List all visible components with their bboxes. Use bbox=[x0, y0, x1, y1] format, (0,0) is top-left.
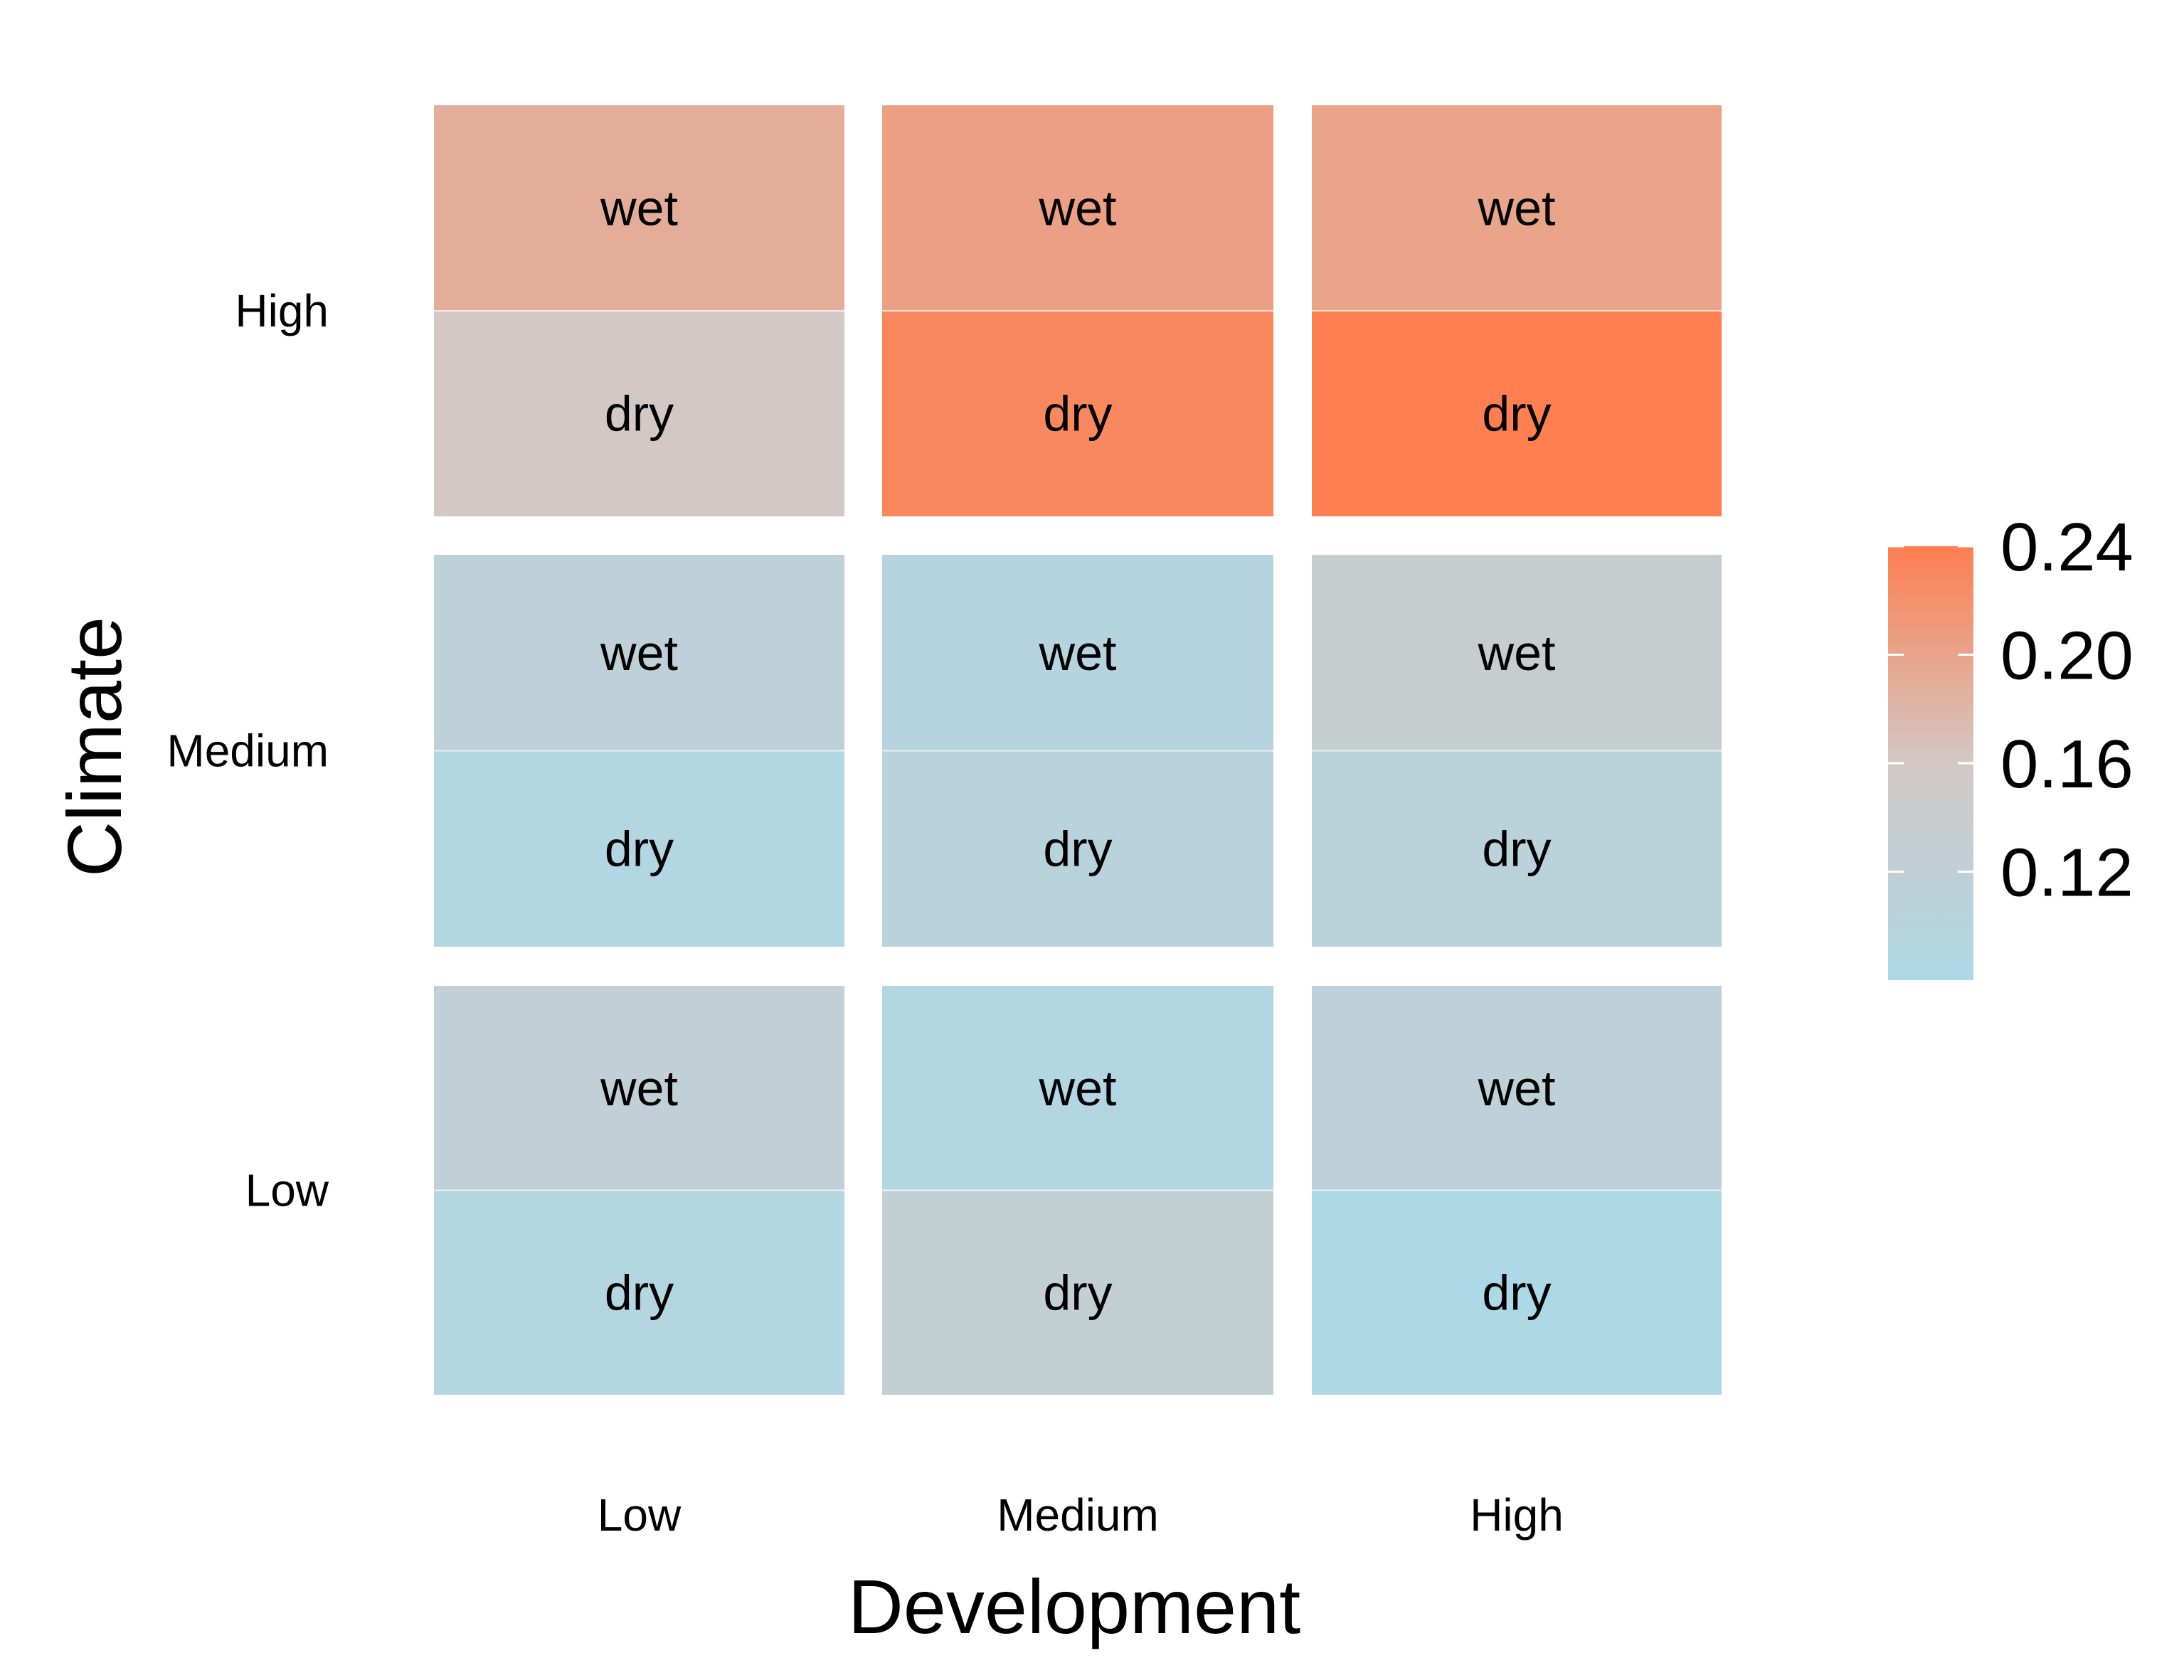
cell-label: wet bbox=[1039, 181, 1117, 236]
cell-label: dry bbox=[1043, 1265, 1112, 1320]
heatmap-cell bbox=[882, 555, 1273, 751]
y-tick-label: Medium bbox=[166, 725, 329, 777]
y-axis-ticks: High Medium Low bbox=[166, 285, 329, 1216]
y-tick-label: Low bbox=[245, 1165, 329, 1216]
legend-tick-label: 0.12 bbox=[2000, 835, 2133, 911]
heatmap-cell bbox=[1312, 750, 1722, 947]
cell-label: dry bbox=[1043, 386, 1112, 442]
heatmap-cell bbox=[882, 311, 1273, 516]
cell-label: wet bbox=[1039, 625, 1117, 681]
cell-label: dry bbox=[1482, 821, 1551, 876]
x-tick-label: Low bbox=[598, 1489, 682, 1541]
legend-tick-label: 0.16 bbox=[2000, 726, 2133, 802]
cell-label: wet bbox=[600, 1060, 678, 1116]
color-legend: 0.12 0.16 0.20 0.24 bbox=[1888, 509, 2133, 980]
x-tick-label: Medium bbox=[997, 1489, 1159, 1541]
legend-tick-label: 0.24 bbox=[2000, 509, 2133, 585]
heatmap-cell bbox=[1312, 311, 1722, 516]
heatmap-cell bbox=[882, 750, 1273, 947]
cell-label: wet bbox=[1478, 625, 1556, 681]
heatmap-cell bbox=[434, 750, 844, 947]
cell-label: dry bbox=[605, 1265, 674, 1320]
heatmap-cell bbox=[1312, 986, 1722, 1191]
cell-label: dry bbox=[1043, 821, 1112, 876]
heatmap-cell bbox=[434, 555, 844, 751]
heatmap-cell bbox=[882, 1190, 1273, 1395]
cell-label: dry bbox=[605, 821, 674, 876]
cell-label: dry bbox=[605, 386, 674, 442]
cell-label: wet bbox=[1039, 1060, 1117, 1116]
heatmap-cells: wet dry wet dry wet dry wet dry wet dry wet dry wet d… bbox=[434, 105, 1722, 1395]
heatmap-cell bbox=[434, 105, 844, 311]
cell-label: wet bbox=[1478, 181, 1556, 236]
y-axis-title: Climate bbox=[51, 617, 137, 877]
heatmap-cell bbox=[1312, 555, 1722, 751]
y-tick-label: High bbox=[235, 285, 329, 336]
heatmap-cell bbox=[434, 986, 844, 1191]
heatmap-cell bbox=[434, 311, 844, 516]
x-axis-ticks: Low Medium High bbox=[598, 1489, 1564, 1541]
heatmap-cell bbox=[434, 1190, 844, 1395]
x-tick-label: High bbox=[1470, 1489, 1564, 1541]
heatmap-cell bbox=[1312, 105, 1722, 311]
heatmap-cell bbox=[882, 986, 1273, 1191]
cell-label: dry bbox=[1482, 1265, 1551, 1320]
cell-label: wet bbox=[600, 625, 678, 681]
cell-label: dry bbox=[1482, 386, 1551, 442]
heatmap-cell bbox=[1312, 1190, 1722, 1395]
legend-tick-label: 0.20 bbox=[2000, 618, 2133, 694]
x-axis-title: Development bbox=[848, 1563, 1300, 1649]
cell-label: wet bbox=[1478, 1060, 1556, 1116]
heatmap-cell bbox=[882, 105, 1273, 311]
cell-label: wet bbox=[600, 181, 678, 236]
